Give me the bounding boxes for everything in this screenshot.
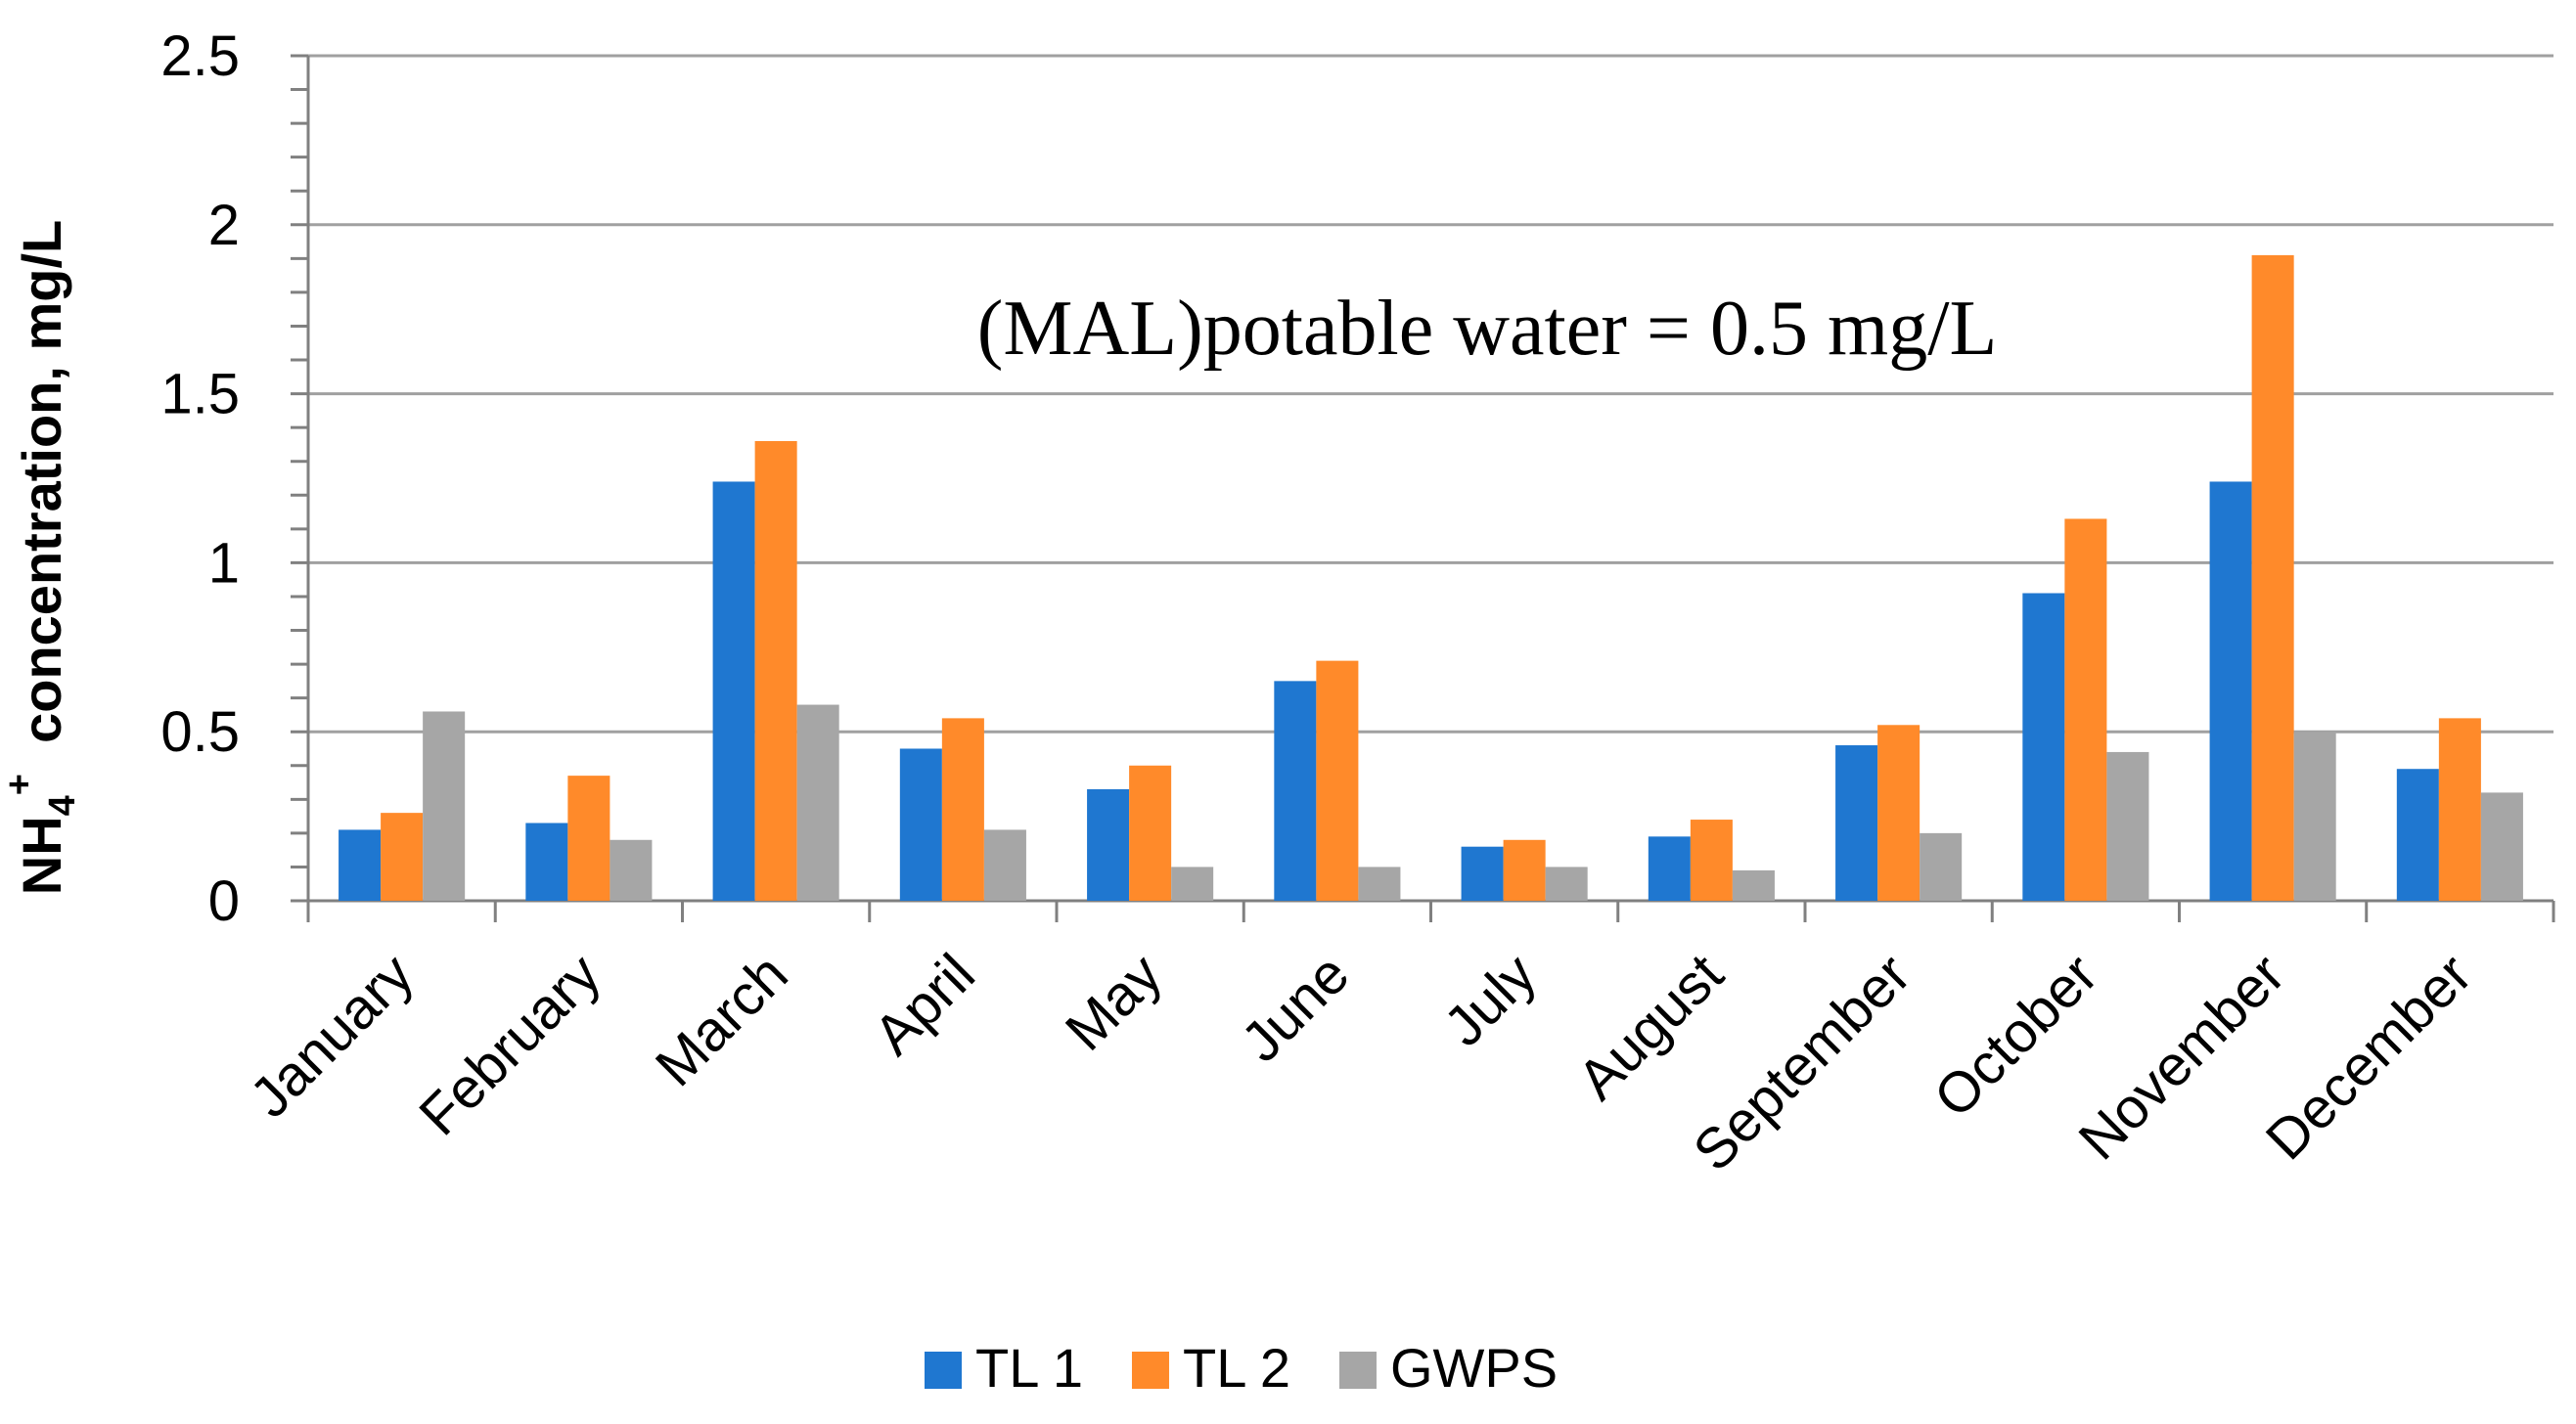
bar-tl-1[interactable] [525,823,568,901]
gridlines [308,54,2553,734]
legend-item-tl-1[interactable]: TL 1 [925,1337,1083,1399]
legend-item-gwps[interactable]: GWPS [1338,1337,1558,1399]
legend-swatch [925,1352,962,1389]
bar-gwps[interactable] [1171,867,1214,901]
bar-gwps[interactable] [983,829,1026,901]
legend-label: GWPS [1390,1337,1558,1399]
bar-tl-1[interactable] [1274,681,1317,901]
bar-gwps[interactable] [2480,792,2523,901]
x-category-label: April [862,942,987,1067]
y-axis-label-superscript: + [0,774,40,795]
y-tick-label: 1.5 [160,363,240,426]
bar-tl-1[interactable] [1461,846,1504,901]
x-category-label: August [1565,942,1736,1112]
y-axis-label-prefix: NH [11,816,72,895]
bar-gwps[interactable] [1545,867,1588,901]
bar-tl-1[interactable] [1087,788,1130,901]
bar-tl-2[interactable] [1877,725,1921,901]
bar-tl-1[interactable] [1648,836,1691,901]
bar-tl-2[interactable] [941,718,984,901]
bar-gwps[interactable] [423,711,466,901]
axes [291,54,2555,922]
x-category-label: June [1229,942,1361,1074]
bar-tl-1[interactable] [712,481,755,901]
bar-gwps[interactable] [610,839,653,901]
y-tick-label: 0 [208,869,240,933]
y-axis-label-suffix: concentration, mg/L [11,220,72,774]
y-tick-label: 2.5 [160,24,240,88]
bars [339,254,2523,901]
y-axis-label: NH4+ concentration, mg/L [0,220,83,896]
legend-swatch [1131,1352,1169,1389]
bar-gwps[interactable] [2106,751,2149,901]
bar-tl-2[interactable] [1129,765,1172,901]
bar-gwps[interactable] [2293,732,2336,901]
y-tick-label: 1 [208,531,240,595]
legend-item-tl-2[interactable]: TL 2 [1131,1337,1290,1399]
legend-swatch [1338,1352,1377,1389]
bar-gwps[interactable] [796,704,839,901]
bar-tl-2[interactable] [2064,518,2107,901]
x-category-label: January [238,942,426,1130]
y-tick-label: 2 [208,194,240,257]
bar-tl-2[interactable] [1690,820,1733,901]
legend[interactable]: TL 1 TL 2 GWPS [925,1337,1558,1399]
x-category-label: December [2254,942,2484,1172]
bar-tl-2[interactable] [567,776,610,901]
bar-tl-1[interactable] [2396,769,2439,901]
bar-tl-2[interactable] [754,440,797,901]
bar-tl-2[interactable] [1503,839,1546,901]
x-category-label: February [407,942,612,1147]
bar-tl-2[interactable] [1316,660,1359,901]
bar-gwps[interactable] [1732,869,1775,901]
y-tick-label: 0.5 [160,700,240,764]
x-category-label: November [2066,942,2296,1172]
x-category-label: May [1054,942,1174,1062]
y-tick-labels: 0 0.5 1 1.5 2 2.5 [160,24,240,933]
bar-gwps[interactable] [1358,867,1401,901]
bar-tl-1[interactable] [339,829,382,901]
x-category-label: July [1432,942,1549,1058]
y-axis-label-subscript: 4 [42,795,83,816]
x-category-label: March [644,942,800,1098]
legend-label: TL 1 [975,1337,1083,1399]
x-category-label: October [1922,942,2110,1130]
mal-annotation: (MAL)potable water = 0.5 mg/L [977,286,1998,372]
bar-tl-1[interactable] [899,748,942,901]
bar-tl-1[interactable] [2209,481,2252,901]
bar-tl-2[interactable] [2251,254,2294,901]
bar-tl-2[interactable] [381,813,424,901]
bar-tl-1[interactable] [2022,593,2065,901]
bar-tl-2[interactable] [2438,718,2481,901]
bar-tl-1[interactable] [1835,745,1878,901]
legend-label: TL 2 [1183,1337,1290,1399]
bar-gwps[interactable] [1920,832,1963,901]
